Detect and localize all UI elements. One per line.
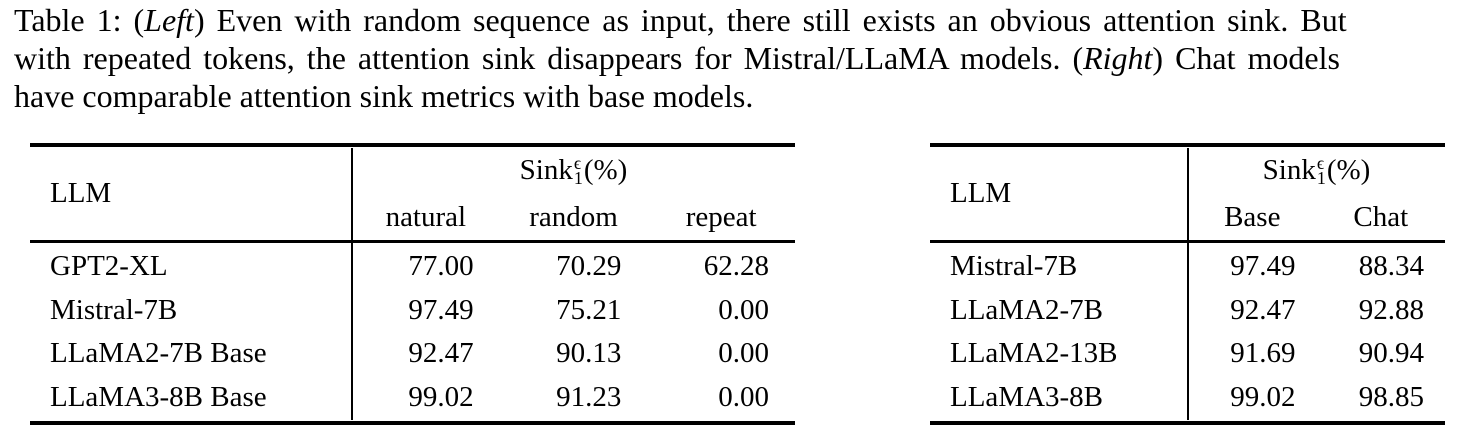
left-table-body: GPT2-XL 77.00 70.29 62.28 Mistral-7B 97.… xyxy=(30,243,795,421)
caption-text: ) Chat models xyxy=(1152,40,1340,76)
metric-subscript: 1 xyxy=(573,167,583,188)
value-repeat: 0.00 xyxy=(718,293,769,326)
caption-line-3: have comparable attention sink metrics w… xyxy=(14,77,1347,115)
metric-unit: (%) xyxy=(1326,154,1371,186)
caption-line-2: with repeated tokens, the attention sink… xyxy=(14,39,1347,77)
value-natural: 99.02 xyxy=(408,380,474,413)
model-name: Mistral-7B xyxy=(950,250,1078,283)
table-row: Mistral-7B 97.49 88.34 xyxy=(930,245,1445,289)
sink-metric-header: Sink ϵ 1 (%) xyxy=(352,147,795,194)
bottom-rule xyxy=(30,421,795,425)
value-base: 99.02 xyxy=(1230,380,1296,413)
model-name: LLaMA3-8B xyxy=(950,380,1104,413)
top-rule xyxy=(930,143,1445,147)
value-natural: 92.47 xyxy=(408,337,474,370)
value-base: 92.47 xyxy=(1230,293,1296,326)
left-table: LLM Sink ϵ 1 (%) natural random repeat GPT2… xyxy=(30,143,795,425)
value-chat: 88.34 xyxy=(1358,250,1424,283)
value-natural: 77.00 xyxy=(408,250,474,283)
caption-line-1: Table 1: (Left) Even with random sequenc… xyxy=(14,1,1347,39)
model-name: Mistral-7B xyxy=(50,293,178,326)
table-row: LLaMA3-8B 99.02 98.85 xyxy=(930,376,1445,420)
col-header-natural: natural xyxy=(385,200,467,233)
value-base: 91.69 xyxy=(1230,337,1296,370)
col-header-repeat: repeat xyxy=(685,200,757,233)
caption-italic-left: Left xyxy=(144,2,194,38)
table-row: LLaMA2-13B 91.69 90.94 xyxy=(930,332,1445,376)
table-row: GPT2-XL 77.00 70.29 62.28 xyxy=(30,245,795,289)
value-random: 90.13 xyxy=(556,337,622,370)
table-row: LLaMA3-8B Base 99.02 91.23 0.00 xyxy=(30,376,795,420)
table-row: Mistral-7B 97.49 75.21 0.00 xyxy=(30,289,795,333)
value-repeat: 0.00 xyxy=(718,337,769,370)
metric-superscript: ϵ xyxy=(573,152,582,173)
table-row: LLaMA2-7B Base 92.47 90.13 0.00 xyxy=(30,332,795,376)
llm-column-header: LLM xyxy=(50,177,112,209)
sub-column-headers: natural random repeat xyxy=(352,194,795,240)
model-name: GPT2-XL xyxy=(50,250,168,283)
col-header-base: Base xyxy=(1224,200,1281,233)
mid-rule xyxy=(30,240,795,243)
caption-italic-right: Right xyxy=(1083,40,1153,76)
right-table-body: Mistral-7B 97.49 88.34 LLaMA2-7B 92.47 9… xyxy=(930,243,1445,421)
caption-text: with repeated tokens, the attention sink… xyxy=(14,40,1084,76)
metric-subscript: 1 xyxy=(1316,167,1326,188)
value-random: 91.23 xyxy=(556,380,622,413)
left-table-header: LLM Sink ϵ 1 (%) natural random repeat xyxy=(30,147,795,240)
value-repeat: 62.28 xyxy=(703,250,769,283)
metric-name: Sink xyxy=(519,154,573,186)
vertical-separator xyxy=(351,148,353,420)
right-table-header: LLM Sink ϵ 1 (%) Base Chat xyxy=(930,147,1445,240)
vertical-separator xyxy=(1187,148,1189,420)
table-row: LLaMA2-7B 92.47 92.88 xyxy=(930,289,1445,333)
value-chat: 92.88 xyxy=(1358,293,1424,326)
metric-superscript: ϵ xyxy=(1316,152,1325,173)
value-natural: 97.49 xyxy=(408,293,474,326)
col-header-random: random xyxy=(529,200,618,233)
top-rule xyxy=(30,143,795,147)
value-random: 75.21 xyxy=(556,293,622,326)
model-name: LLaMA3-8B Base xyxy=(50,380,267,413)
value-base: 97.49 xyxy=(1230,250,1296,283)
sub-column-headers: Base Chat xyxy=(1188,194,1445,240)
table-caption: Table 1: (Left) Even with random sequenc… xyxy=(14,1,1347,115)
bottom-rule xyxy=(930,421,1445,425)
caption-text: Table 1: ( xyxy=(14,2,145,38)
model-name: LLaMA2-13B xyxy=(950,337,1118,370)
caption-text: ) Even with random sequence as input, th… xyxy=(193,2,1347,38)
metric-unit: (%) xyxy=(583,154,628,186)
sink-metric-header: Sink ϵ 1 (%) xyxy=(1188,147,1445,194)
model-name: LLaMA2-7B xyxy=(950,293,1104,326)
value-chat: 98.85 xyxy=(1358,380,1424,413)
caption-text: have comparable attention sink metrics w… xyxy=(14,78,754,114)
value-chat: 90.94 xyxy=(1358,337,1424,370)
right-table: LLM Sink ϵ 1 (%) Base Chat Mistral-7B 97.49… xyxy=(930,143,1445,425)
model-name: LLaMA2-7B Base xyxy=(50,337,267,370)
metric-header-group: Sink ϵ 1 (%) natural random repeat xyxy=(352,147,795,240)
value-repeat: 0.00 xyxy=(718,380,769,413)
llm-column-header: LLM xyxy=(950,177,1012,209)
value-random: 70.29 xyxy=(556,250,622,283)
col-header-chat: Chat xyxy=(1353,200,1409,233)
metric-header-group: Sink ϵ 1 (%) Base Chat xyxy=(1188,147,1445,240)
metric-name: Sink xyxy=(1262,154,1316,186)
